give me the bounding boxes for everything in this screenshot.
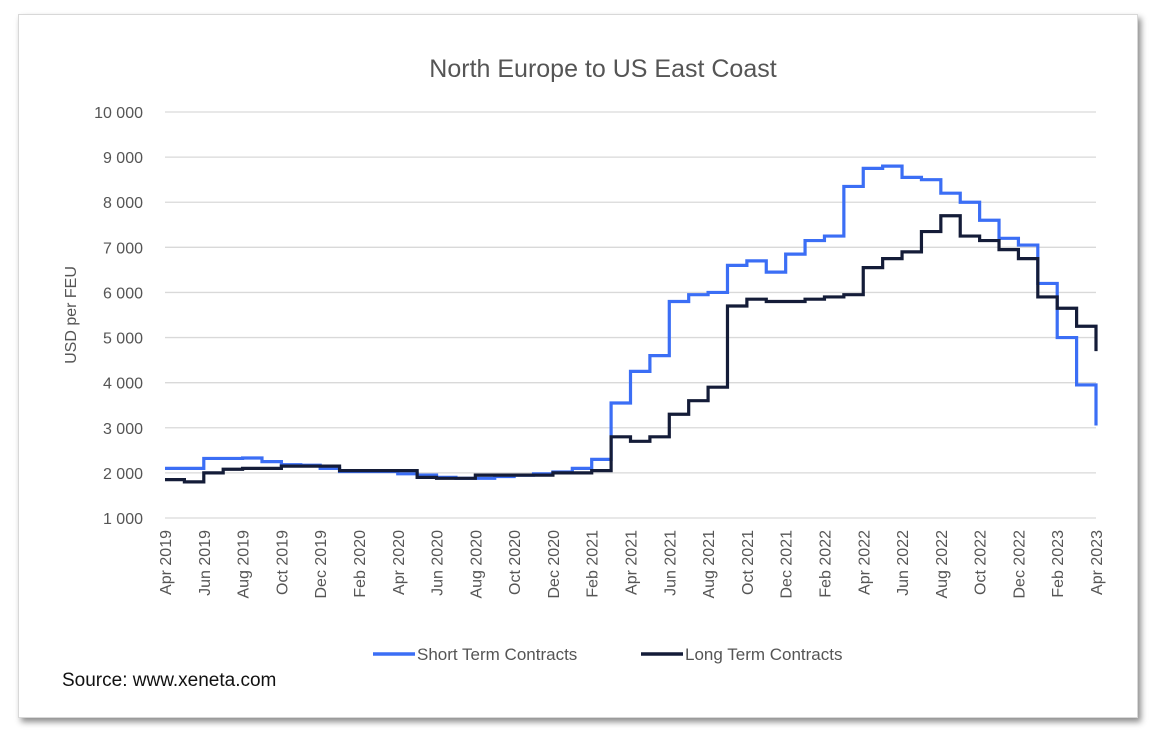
x-tick-label: Feb 2020 bbox=[352, 530, 369, 598]
y-tick-label: 3 000 bbox=[103, 421, 143, 438]
y-tick-label: 10 000 bbox=[94, 105, 143, 122]
x-tick-label: Oct 2022 bbox=[973, 530, 990, 595]
y-tick-label: 1 000 bbox=[103, 511, 143, 528]
legend-label: Long Term Contracts bbox=[685, 645, 842, 664]
x-tick-label: Oct 2019 bbox=[274, 530, 291, 595]
x-tick-label: Apr 2020 bbox=[391, 530, 408, 595]
x-tick-label: Jun 2019 bbox=[197, 530, 214, 596]
x-tick-label: Dec 2022 bbox=[1011, 530, 1028, 599]
series-line-short-term bbox=[165, 164, 1098, 480]
x-tick-label: Jun 2021 bbox=[662, 530, 679, 596]
x-tick-label: Dec 2019 bbox=[313, 530, 330, 599]
y-tick-label: 7 000 bbox=[103, 240, 143, 257]
x-tick-label: Jun 2022 bbox=[895, 530, 912, 596]
y-tick-label: 8 000 bbox=[103, 195, 143, 212]
legend-label: Short Term Contracts bbox=[417, 645, 577, 664]
x-tick-label: Feb 2022 bbox=[817, 530, 834, 598]
y-tick-label: 5 000 bbox=[103, 331, 143, 348]
y-tick-label: 9 000 bbox=[103, 150, 143, 167]
chart-frame bbox=[18, 14, 1138, 718]
y-axis-label: USD per FEU bbox=[63, 266, 80, 364]
chart-title: North Europe to US East Coast bbox=[429, 55, 776, 83]
series-line-long-term bbox=[165, 214, 1098, 484]
x-tick-label: Aug 2022 bbox=[934, 530, 951, 599]
x-tick-label: Oct 2021 bbox=[740, 530, 757, 595]
x-tick-label: Aug 2019 bbox=[236, 530, 253, 599]
x-tick-label: Dec 2020 bbox=[546, 530, 563, 599]
y-tick-label: 4 000 bbox=[103, 376, 143, 393]
x-tick-label: Apr 2019 bbox=[158, 530, 175, 595]
x-tick-label: Apr 2023 bbox=[1089, 530, 1106, 595]
source-note: Source: www.xeneta.com bbox=[62, 670, 277, 691]
x-tick-label: Aug 2021 bbox=[701, 530, 718, 599]
y-tick-label: 6 000 bbox=[103, 285, 143, 302]
x-tick-label: Feb 2021 bbox=[585, 530, 602, 598]
x-tick-label: Jun 2020 bbox=[430, 530, 447, 596]
x-tick-label: Apr 2021 bbox=[624, 530, 641, 595]
x-tick-label: Oct 2020 bbox=[507, 530, 524, 595]
x-tick-label: Apr 2022 bbox=[856, 530, 873, 595]
y-tick-label: 2 000 bbox=[103, 466, 143, 483]
x-tick-label: Aug 2020 bbox=[468, 530, 485, 599]
x-tick-label: Feb 2023 bbox=[1050, 530, 1067, 598]
x-tick-label: Dec 2021 bbox=[779, 530, 796, 599]
